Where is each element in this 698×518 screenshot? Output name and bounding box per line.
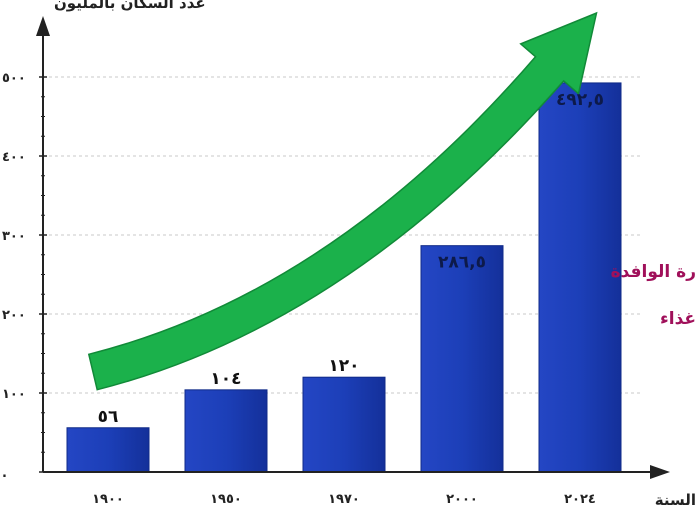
x-axis-arrow-icon (650, 465, 670, 479)
bar-value-label: ١٠٤ (210, 369, 241, 389)
bar-value-label: ١٢٠ (328, 356, 359, 376)
y-tick-label: ٣٠٠ (2, 229, 26, 244)
y-ticks: . ١٠٠ ٢٠٠ ٣٠٠ ٤٠٠ ٥٠٠ (2, 71, 47, 481)
axes (36, 16, 670, 479)
bar (184, 389, 268, 473)
bar-value-label: ٢٨٦,٥ (438, 253, 486, 273)
bar (302, 376, 386, 473)
growth-arrow-icon (87, 11, 598, 391)
y-axis-arrow-icon (36, 16, 50, 36)
x-ticks: ١٩٠٠ ١٩٥٠ ١٩٧٠ ٢٠٠٠ ٢٠٢٤ (92, 492, 596, 507)
x-tick-label: ١٩٥٠ (210, 492, 242, 507)
side-annotation-line-2: غذاء (660, 309, 696, 329)
side-annotation-line-1: رة الوافدة (611, 262, 696, 282)
x-tick-label: ١٩٧٠ (328, 492, 360, 507)
bar (66, 427, 150, 473)
y-tick-label: ١٠٠ (2, 387, 26, 402)
bar-value-label: ٤٩٢,٥ (556, 90, 604, 110)
bar-value-label: ٥٦ (98, 407, 119, 427)
x-tick-label: ٢٠٢٤ (564, 492, 596, 507)
bars (66, 82, 622, 473)
y-tick-label: ٢٠٠ (2, 308, 26, 323)
bar-value-labels: ٥٦ ١٠٤ ١٢٠ ٢٨٦,٥ ٤٩٢,٥ (98, 90, 604, 427)
bar (420, 245, 504, 473)
x-tick-label: ٢٠٠٠ (446, 492, 478, 507)
x-axis-title: السنة (655, 491, 696, 509)
y-axis-title: عدد السكان بالمليون (54, 0, 206, 12)
bar (538, 82, 622, 473)
y-tick-label: ٤٠٠ (2, 150, 26, 165)
x-tick-label: ١٩٠٠ (92, 492, 124, 507)
y-tick-label: . (2, 466, 7, 481)
y-tick-label: ٥٠٠ (2, 71, 26, 86)
growth-arrow (87, 11, 598, 391)
